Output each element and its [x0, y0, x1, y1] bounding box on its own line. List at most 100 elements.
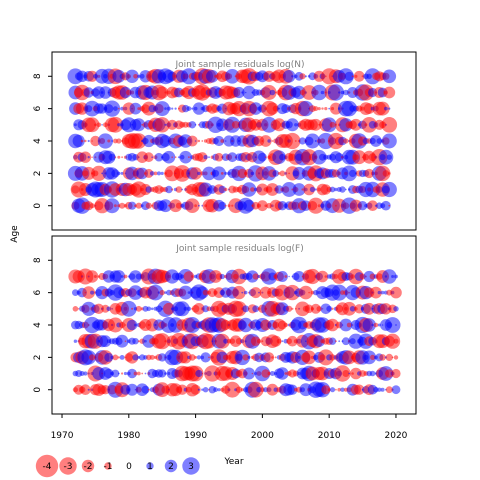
- residual-bubble: [165, 185, 173, 194]
- residual-bubble: [284, 275, 288, 278]
- residual-bubble: [91, 165, 107, 181]
- residual-bubble: [251, 372, 254, 375]
- residual-bubble: [379, 354, 386, 361]
- residual-bubble: [85, 270, 99, 283]
- residual-bubble: [164, 340, 167, 343]
- residual-bubble: [136, 167, 148, 180]
- residual-bubble: [190, 275, 194, 278]
- residual-bubble: [240, 388, 244, 392]
- year-x-axis: 1970 1980 1990 2000 2010 2020: [51, 414, 408, 441]
- residual-bubble: [77, 308, 80, 310]
- residual-bubble: [272, 118, 286, 132]
- residual-bubble: [241, 291, 244, 294]
- residual-bubble: [220, 139, 225, 143]
- residual-bubble: [164, 91, 167, 94]
- residual-bubble: [380, 290, 385, 295]
- residual-bubble: [113, 106, 118, 111]
- residual-bubble: [259, 135, 272, 147]
- residual-bubble: [349, 199, 362, 212]
- residual-bubble: [249, 102, 262, 115]
- residual-bubble: [111, 169, 120, 178]
- residual-bubble: [141, 385, 150, 394]
- residual-bubble: [104, 368, 114, 379]
- residual-bubble: [281, 340, 284, 343]
- residual-bubble: [79, 151, 92, 163]
- residual-bubble: [104, 352, 114, 362]
- log-n-y-axis: 0 2 4 6 8: [33, 73, 52, 209]
- residual-bubble: [132, 354, 139, 361]
- residual-bubble: [133, 371, 138, 376]
- residual-bubble: [287, 335, 298, 347]
- residual-bubble: [137, 107, 141, 111]
- legend-bubble: [35, 454, 59, 478]
- residual-bubble: [238, 317, 253, 333]
- residual-bubble: [250, 287, 262, 299]
- residual-bubble: [294, 123, 298, 127]
- residual-bubble: [195, 369, 203, 378]
- residual-bubble: [202, 289, 209, 296]
- residual-bubble: [147, 284, 164, 301]
- residual-bubble: [279, 170, 286, 177]
- log-f-bubbles: [68, 268, 402, 398]
- residual-bubble: [116, 138, 122, 144]
- residual-bubble: [363, 103, 375, 114]
- residual-bubble: [357, 201, 368, 211]
- residual-bubble: [354, 384, 365, 395]
- legend-label: -2: [84, 462, 93, 472]
- residual-bubble: [150, 307, 154, 311]
- residual-bubble: [121, 156, 123, 159]
- residual-bubble: [197, 171, 201, 176]
- residual-bubble: [197, 152, 208, 163]
- residual-bubble: [179, 351, 192, 364]
- residual-bubble: [232, 285, 246, 300]
- residual-bubble: [334, 152, 344, 162]
- residual-bubble: [156, 86, 169, 99]
- residual-bubble: [79, 371, 85, 376]
- residual-bubble: [274, 356, 277, 359]
- residual-bubble: [125, 69, 139, 84]
- residual-bubble: [256, 386, 262, 393]
- residual-bubble: [288, 275, 290, 278]
- residual-bubble: [247, 355, 251, 359]
- residual-bubble: [196, 286, 209, 299]
- residual-bubble: [324, 107, 328, 111]
- residual-bubble: [256, 183, 269, 196]
- residual-bubble: [272, 170, 280, 177]
- residual-bubble: [127, 368, 137, 379]
- residual-bubble: [194, 140, 197, 142]
- residual-bubble: [393, 306, 399, 312]
- residual-bubble: [90, 290, 95, 295]
- residual-bubble: [384, 317, 401, 333]
- residual-bubble: [250, 187, 255, 192]
- residual-bubble: [89, 203, 95, 209]
- residual-bubble: [320, 90, 325, 95]
- residual-bubble: [183, 306, 188, 311]
- residual-bubble: [329, 186, 336, 193]
- legend-bubble: [164, 459, 178, 473]
- residual-bubble: [197, 388, 200, 391]
- residual-bubble: [108, 153, 116, 161]
- residual-bubble: [293, 271, 305, 282]
- residual-bubble: [227, 152, 238, 163]
- residual-bubble: [123, 371, 128, 376]
- residual-bubble: [309, 118, 322, 131]
- residual-bubble: [369, 273, 376, 280]
- residual-bubble: [269, 89, 276, 96]
- residual-bubble: [135, 305, 142, 312]
- residual-bubble: [264, 352, 275, 363]
- residual-bubble: [344, 71, 354, 81]
- residual-bubble: [224, 381, 241, 398]
- residual-bubble: [284, 132, 301, 150]
- residual-bubble: [198, 182, 213, 197]
- residual-bubble: [128, 201, 137, 210]
- residual-bubble: [258, 291, 260, 294]
- residual-bubble: [90, 135, 101, 147]
- residual-bubble: [131, 133, 147, 149]
- residual-bubble: [84, 139, 87, 143]
- residual-bubble: [146, 306, 152, 312]
- residual-bubble: [304, 75, 307, 78]
- residual-bubble: [338, 340, 341, 343]
- residual-bubble: [282, 70, 296, 83]
- residual-bubble: [84, 117, 100, 133]
- residual-bubble: [385, 353, 393, 361]
